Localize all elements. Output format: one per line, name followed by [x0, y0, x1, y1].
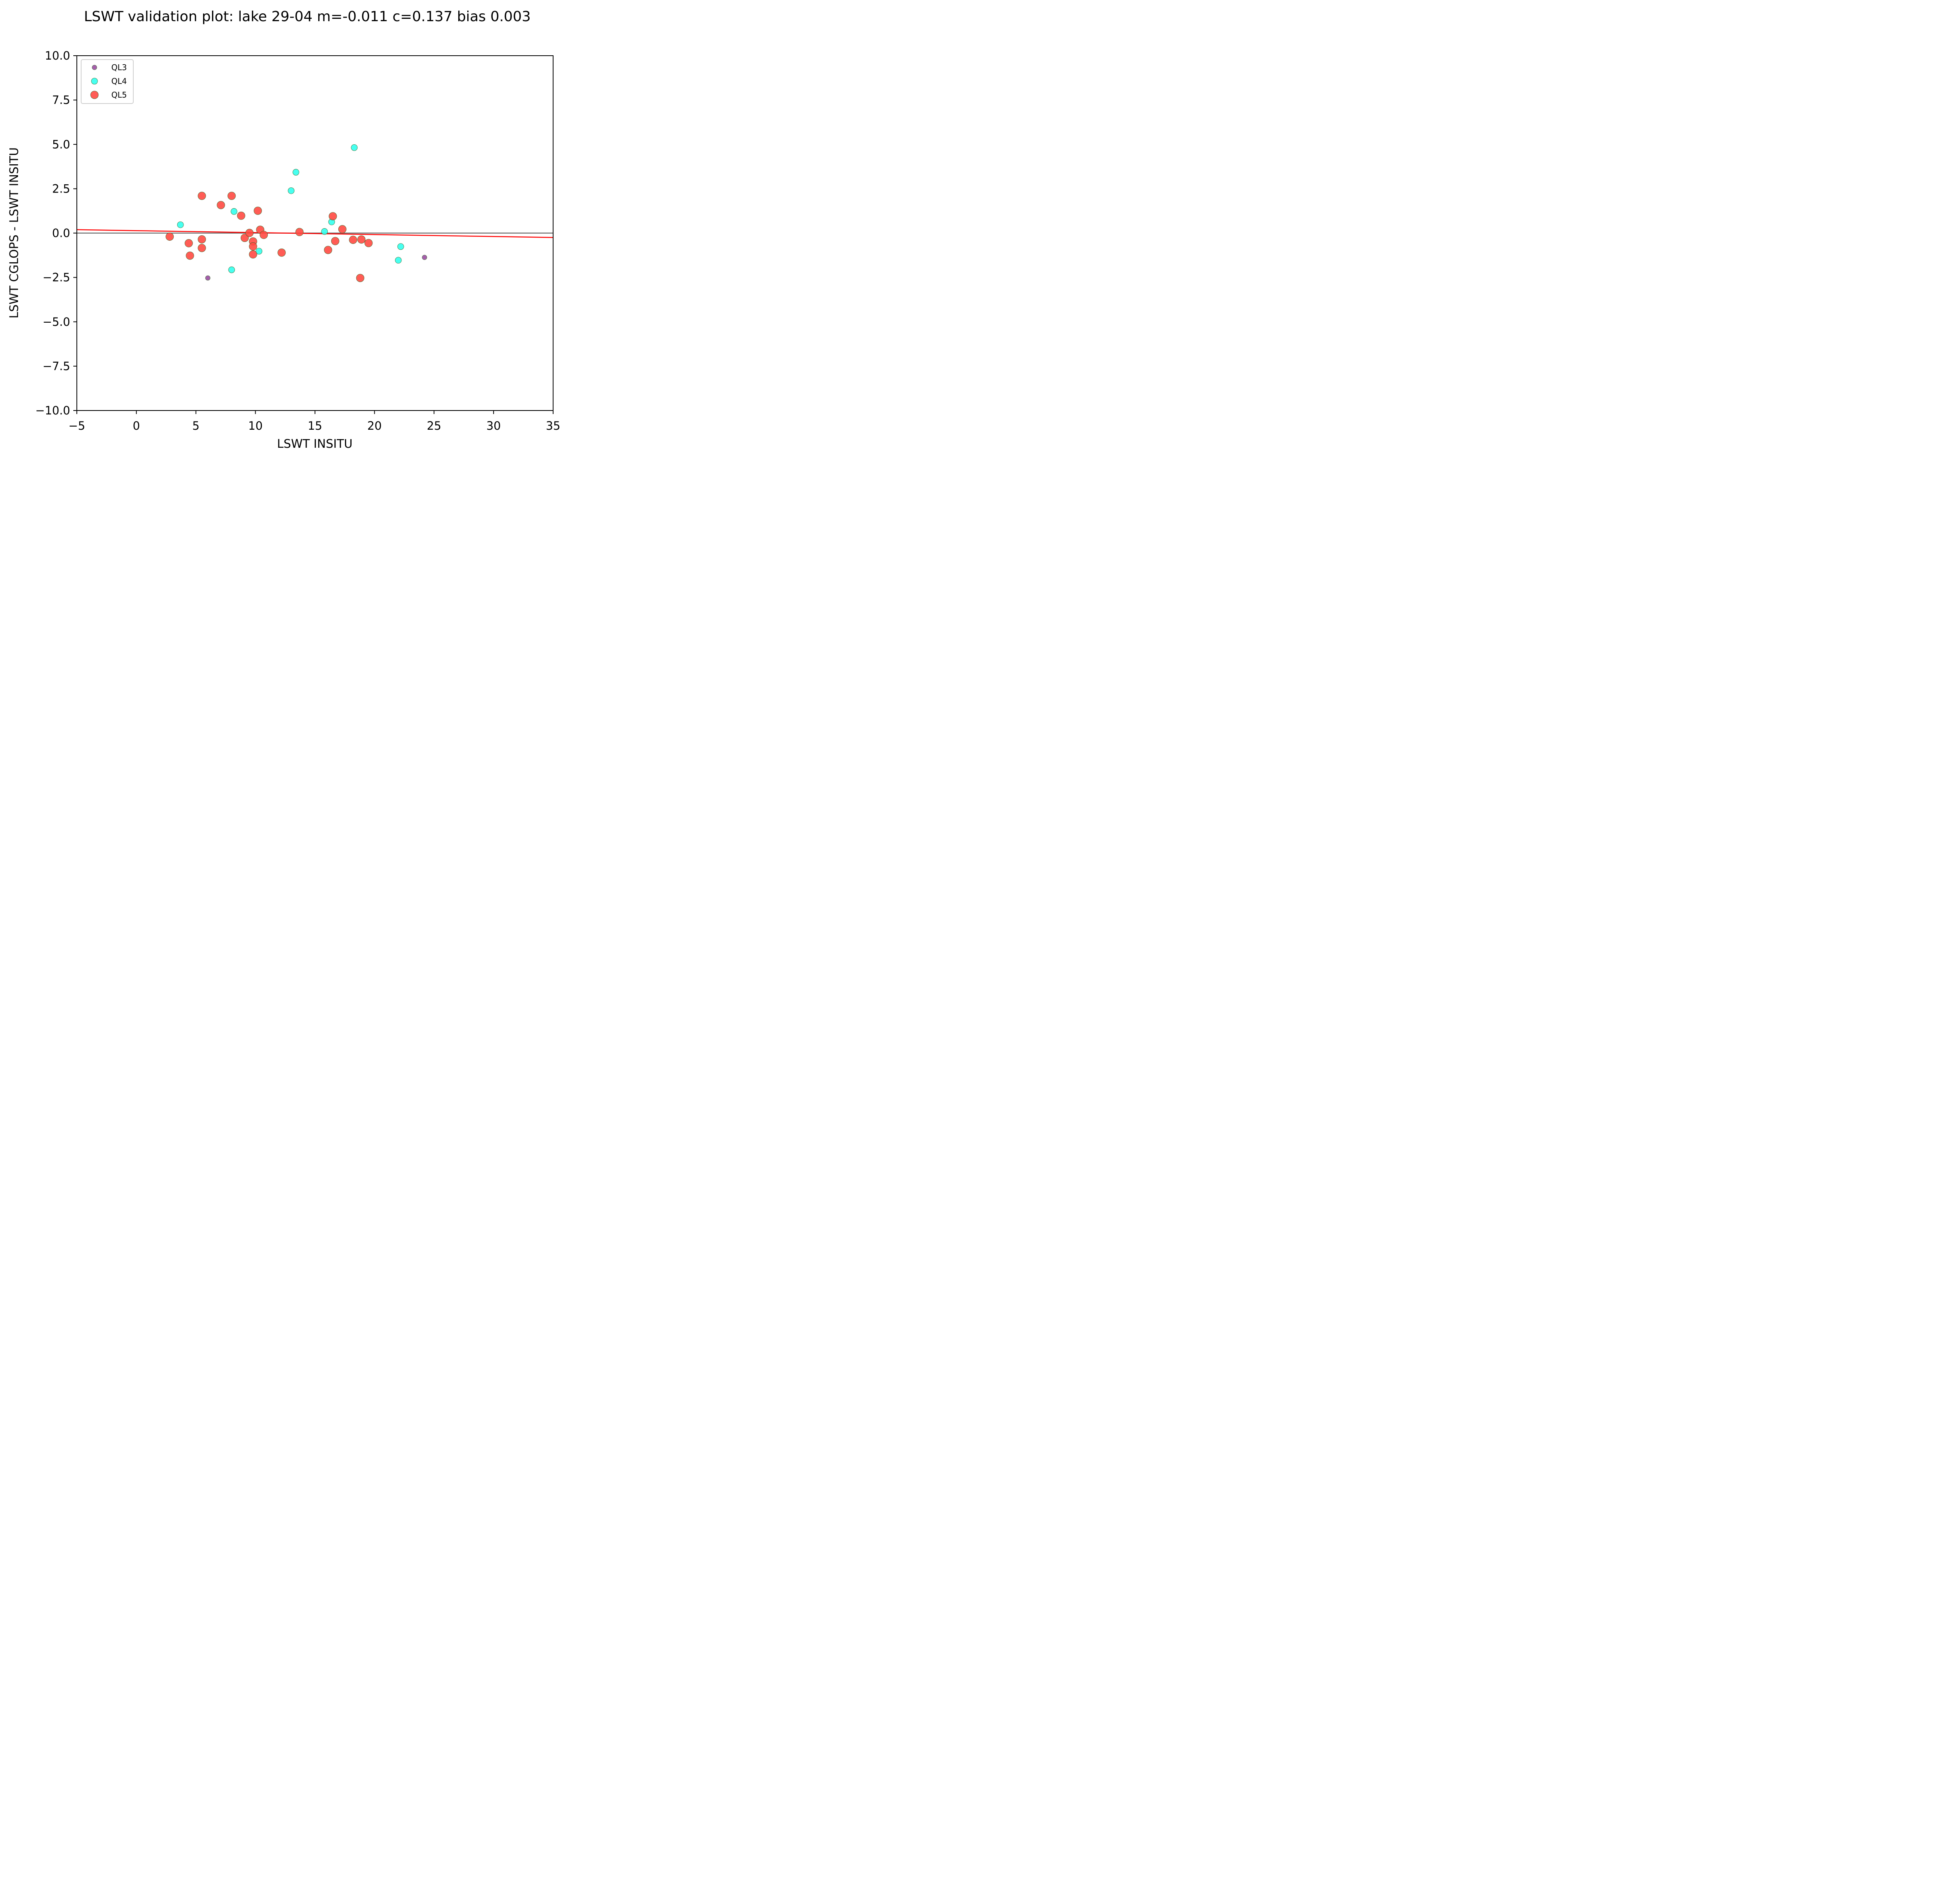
- legend-label: QL3: [111, 63, 127, 72]
- plot-area: [76, 55, 554, 411]
- legend-marker: [90, 91, 99, 99]
- data-point: [230, 208, 238, 215]
- data-point: [217, 201, 225, 209]
- data-point: [198, 244, 206, 252]
- x-tick-label: −5: [69, 419, 85, 432]
- data-point: [249, 242, 257, 251]
- data-point: [177, 221, 184, 228]
- series-ql4: [177, 144, 404, 273]
- chart: LSWT validation plot: lake 29-04 m=-0.01…: [0, 0, 608, 456]
- x-axis: −5 0 5 10 15 20 25 30 35: [69, 411, 561, 432]
- data-point: [356, 274, 365, 282]
- x-tick-label: 0: [133, 419, 140, 432]
- data-point: [422, 255, 427, 260]
- data-point: [240, 234, 249, 242]
- data-point: [292, 169, 299, 176]
- data-point: [288, 187, 295, 194]
- fit-line: [76, 229, 554, 238]
- y-tick-label: 2.5: [52, 182, 70, 195]
- legend-marker: [91, 78, 98, 85]
- legend-item-ql5: QL5: [90, 90, 127, 100]
- data-point: [357, 235, 366, 244]
- data-point: [237, 211, 245, 220]
- y-tick-label: 7.5: [52, 93, 70, 107]
- y-tick-label: −10.0: [35, 404, 70, 417]
- y-axis-label: LSWT CGLOPS - LSWT INSITU: [7, 147, 21, 319]
- x-tick-label: 35: [546, 419, 561, 432]
- data-point: [227, 192, 236, 200]
- data-point: [228, 266, 235, 273]
- legend-marker: [92, 65, 97, 70]
- data-point: [186, 251, 194, 260]
- data-point: [364, 239, 373, 247]
- data-point: [245, 229, 254, 237]
- x-tick-label: 15: [308, 419, 322, 432]
- data-point: [324, 246, 332, 254]
- chart-title: LSWT validation plot: lake 29-04 m=-0.01…: [84, 9, 531, 25]
- x-tick-label: 30: [486, 419, 501, 432]
- legend-items: QL3 QL4 QL5: [90, 63, 127, 100]
- data-point: [165, 233, 174, 241]
- data-point: [260, 231, 268, 239]
- data-point: [351, 144, 358, 151]
- y-tick-label: −7.5: [43, 360, 70, 373]
- data-point: [198, 235, 206, 243]
- data-point: [295, 228, 304, 236]
- data-point: [331, 237, 339, 245]
- data-point: [321, 228, 328, 235]
- data-point: [395, 257, 402, 264]
- data-point: [249, 250, 257, 259]
- data-point: [254, 207, 262, 215]
- data-point: [198, 192, 206, 200]
- y-tick-label: 10.0: [45, 49, 70, 62]
- legend-label: QL4: [111, 76, 127, 86]
- y-tick-label: 5.0: [52, 138, 70, 151]
- legend-item-ql4: QL4: [91, 76, 127, 86]
- x-tick-label: 10: [248, 419, 263, 432]
- series-ql3: [205, 255, 427, 281]
- y-tick-label: 0.0: [52, 227, 70, 240]
- x-tick-label: 20: [367, 419, 382, 432]
- y-tick-label: −5.0: [43, 315, 70, 329]
- x-tick-label: 25: [427, 419, 441, 432]
- x-axis-label: LSWT INSITU: [277, 437, 353, 451]
- data-point: [256, 248, 263, 255]
- data-point: [185, 239, 193, 247]
- y-tick-label: −2.5: [43, 271, 70, 284]
- data-point: [205, 275, 211, 281]
- data-point: [278, 248, 286, 257]
- data-point: [349, 236, 358, 244]
- data-points: [165, 144, 427, 282]
- series-ql5: [165, 192, 373, 282]
- y-axis: −10.0 −7.5 −5.0 −2.5 0.0 2.5 5.0 7.5 10.0: [35, 49, 77, 417]
- legend-item-ql3: QL3: [92, 63, 127, 72]
- legend: QL3 QL4 QL5: [81, 59, 134, 104]
- legend-label: QL5: [111, 90, 127, 100]
- data-point: [397, 243, 404, 250]
- chart-svg: LSWT validation plot: lake 29-04 m=-0.01…: [7, 9, 561, 451]
- x-tick-label: 5: [192, 419, 200, 432]
- data-point: [338, 225, 347, 233]
- data-point: [328, 212, 337, 220]
- reference-lines: [76, 229, 554, 238]
